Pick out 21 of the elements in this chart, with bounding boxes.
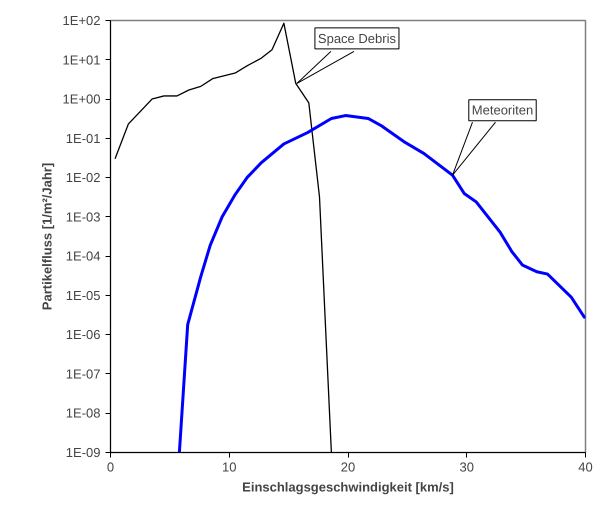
y-axis-title: Partikelfluss [1/m²/Jahr]: [40, 162, 55, 310]
y-tick-label: 1E-05: [66, 288, 101, 303]
x-tick-label: 0: [106, 460, 114, 474]
x-tick-label: 10: [222, 460, 236, 474]
y-tick-label: 1E-06: [66, 327, 101, 342]
x-tick-label: 30: [460, 460, 474, 474]
y-tick-label: 1E-09: [66, 445, 101, 460]
x-axis-title: Einschlagsgeschwindigkeit [km/s]: [242, 480, 454, 494]
y-tick-label: 1E-04: [66, 248, 101, 264]
y-tick-label: 1E-02: [66, 170, 101, 186]
y-tick-label: 1E-01: [66, 130, 101, 146]
y-tick-label: 1E+02: [62, 13, 100, 28]
y-tick-label: 1E-07: [66, 366, 101, 382]
annotation: Space Debris: [318, 30, 396, 46]
x-tick-label: 20: [340, 460, 356, 474]
y-tick-label: 1E+00: [62, 92, 100, 107]
annotation: Meteoriten: [472, 102, 534, 118]
y-tick-label: 1E-03: [66, 209, 101, 224]
y-tick-label: 1E+01: [62, 52, 100, 68]
y-tick-label: 1E-08: [66, 406, 101, 421]
x-tick-label: 40: [578, 460, 593, 474]
